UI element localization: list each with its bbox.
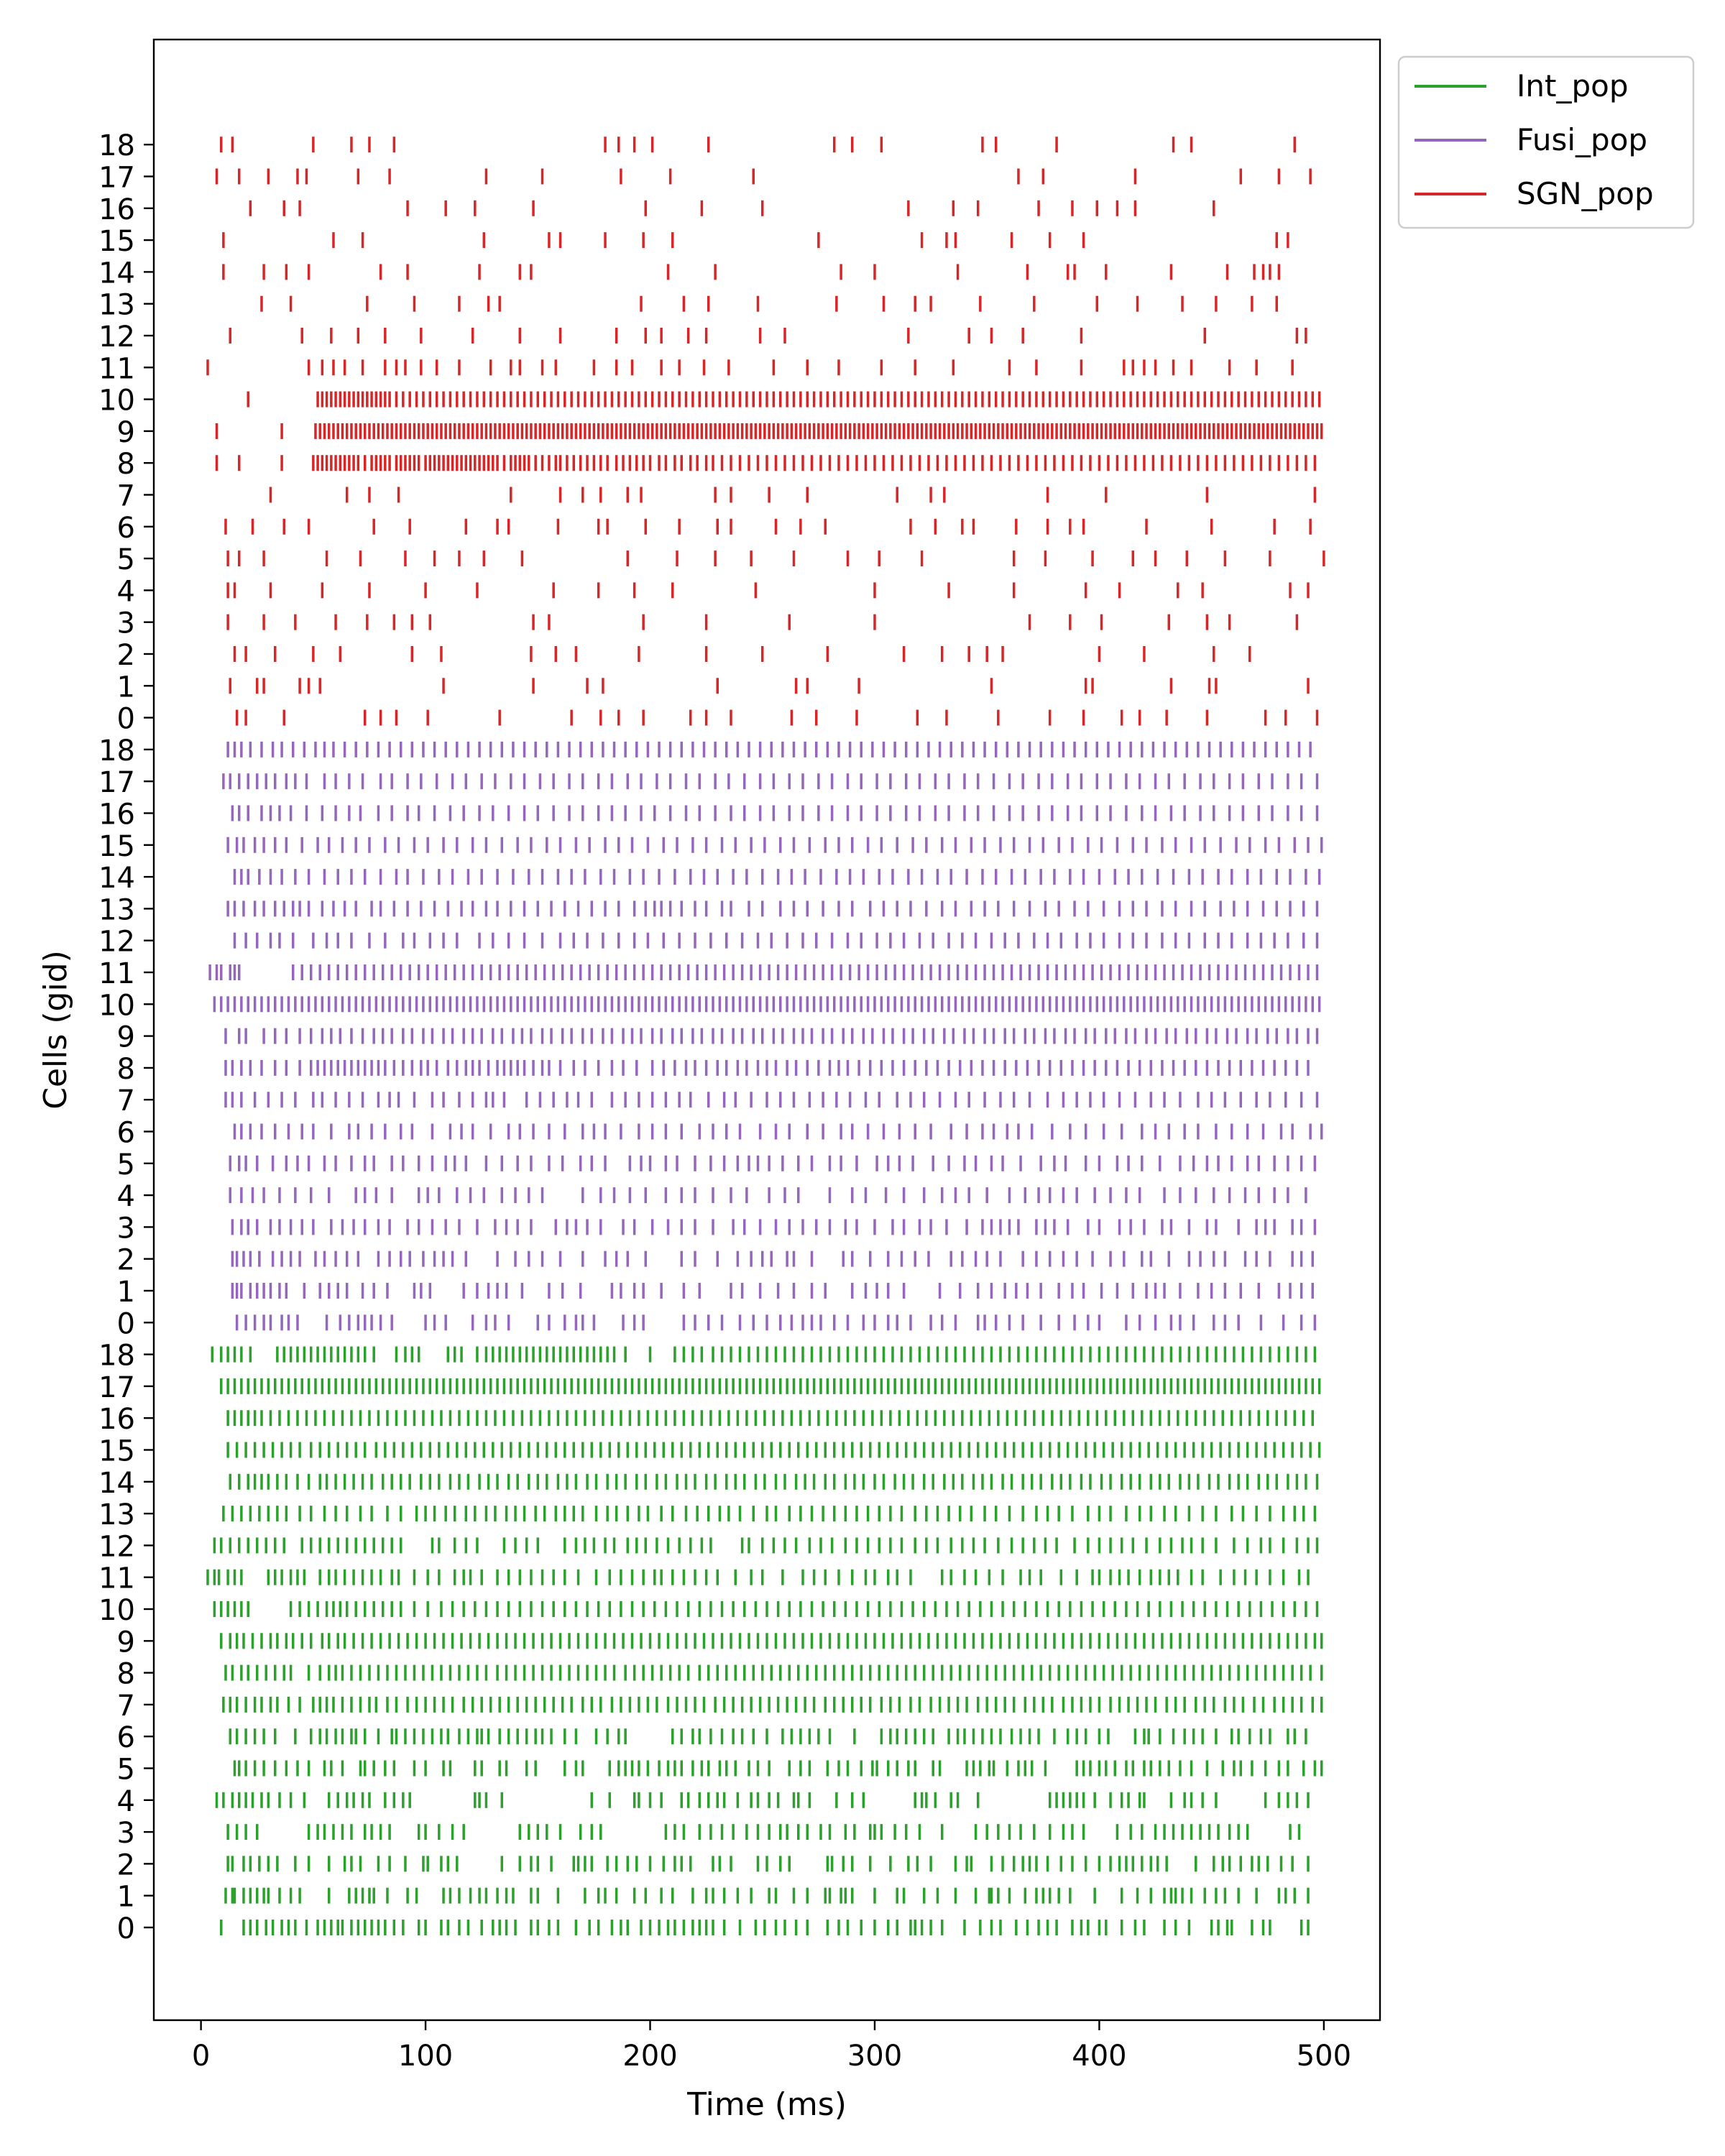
x-axis-label: Time (ms) — [686, 2086, 847, 2123]
y-tick-label: 10 — [98, 989, 135, 1022]
legend-label: Int_pop — [1517, 68, 1629, 103]
y-tick-label: 2 — [117, 639, 135, 672]
y-tick-label: 2 — [117, 1244, 135, 1277]
x-tick-label: 100 — [398, 2040, 453, 2073]
y-tick-label: 1 — [117, 671, 135, 704]
x-tick-label: 300 — [847, 2040, 902, 2073]
y-tick-label: 9 — [117, 416, 135, 449]
y-tick-label: 4 — [117, 1180, 135, 1213]
y-axis-label: Cells (gid) — [37, 950, 74, 1110]
y-tick-label: 2 — [117, 1848, 135, 1881]
y-tick-label: 17 — [98, 766, 135, 799]
y-tick-label: 11 — [98, 957, 135, 990]
y-tick-label: 10 — [98, 1594, 135, 1627]
y-tick-label: 7 — [117, 1690, 135, 1723]
y-tick-label: 16 — [98, 1403, 135, 1436]
legend-label: Fusi_pop — [1517, 122, 1647, 157]
y-tick-label: 0 — [117, 1912, 135, 1945]
y-tick-label: 8 — [117, 1053, 135, 1086]
y-tick-label: 12 — [98, 321, 135, 354]
y-tick-label: 12 — [98, 1530, 135, 1563]
y-tick-label: 6 — [117, 512, 135, 545]
y-tick-label: 5 — [117, 543, 135, 576]
y-tick-label: 6 — [117, 1721, 135, 1754]
y-tick-label: 14 — [98, 1467, 135, 1500]
y-tick-label: 18 — [98, 129, 135, 162]
y-tick-label: 9 — [117, 1021, 135, 1054]
y-tick-label: 8 — [117, 448, 135, 481]
x-tick-label: 200 — [622, 2040, 677, 2073]
y-tick-label: 5 — [117, 1148, 135, 1181]
y-tick-label: 6 — [117, 1117, 135, 1150]
y-tick-label: 14 — [98, 257, 135, 290]
legend: Int_pop Fusi_pop SGN_pop — [1397, 55, 1695, 229]
y-tick-label: 11 — [98, 1562, 135, 1595]
y-tick-label: 13 — [98, 289, 135, 322]
y-tick-label: 5 — [117, 1754, 135, 1787]
plot-area-frame — [152, 38, 1381, 2022]
y-tick-label: 0 — [117, 703, 135, 736]
y-tick-label: 4 — [117, 1785, 135, 1818]
x-tick-label: 500 — [1297, 2040, 1351, 2073]
y-tick-label: 16 — [98, 193, 135, 226]
y-tick-label: 1 — [117, 1881, 135, 1914]
y-tick-label: 3 — [117, 1817, 135, 1850]
y-tick-label: 0 — [117, 1307, 135, 1340]
x-tick-label: 0 — [192, 2040, 210, 2073]
y-tick-label: 3 — [117, 1212, 135, 1245]
spike-marks — [206, 137, 1325, 1935]
y-tick-label: 12 — [98, 926, 135, 959]
y-tick-label: 8 — [117, 1658, 135, 1691]
y-tick-label: 15 — [98, 830, 135, 863]
y-tick-label: 14 — [98, 862, 135, 895]
x-tick-label: 400 — [1072, 2040, 1126, 2073]
x-axis: 0 100 200 300 400 500 — [192, 2020, 1351, 2073]
y-tick-label: 18 — [98, 1340, 135, 1373]
y-tick-label: 3 — [117, 607, 135, 640]
y-tick-label: 17 — [98, 1371, 135, 1404]
legend-box — [1397, 55, 1695, 229]
y-tick-label: 11 — [98, 352, 135, 385]
series-Int_pop — [206, 1346, 1323, 1935]
y-tick-label: 9 — [117, 1626, 135, 1659]
y-tick-label: 13 — [98, 1498, 135, 1531]
series-Fusi_pop — [208, 741, 1323, 1331]
y-tick-label: 18 — [98, 734, 135, 768]
y-tick-label: 15 — [98, 225, 135, 258]
y-tick-label: 4 — [117, 575, 135, 608]
y-tick-label: 17 — [98, 162, 135, 195]
y-tick-label: 16 — [98, 798, 135, 831]
y-tick-label: 10 — [98, 384, 135, 418]
y-axis: 0123456789101112131415161718012345678910… — [98, 129, 154, 1945]
legend-label: SGN_pop — [1517, 176, 1654, 211]
y-tick-label: 7 — [117, 480, 135, 513]
series-SGN_pop — [206, 137, 1325, 726]
y-tick-label: 1 — [117, 1276, 135, 1309]
y-tick-label: 13 — [98, 893, 135, 926]
y-tick-label: 15 — [98, 1435, 135, 1468]
y-tick-label: 7 — [117, 1084, 135, 1118]
